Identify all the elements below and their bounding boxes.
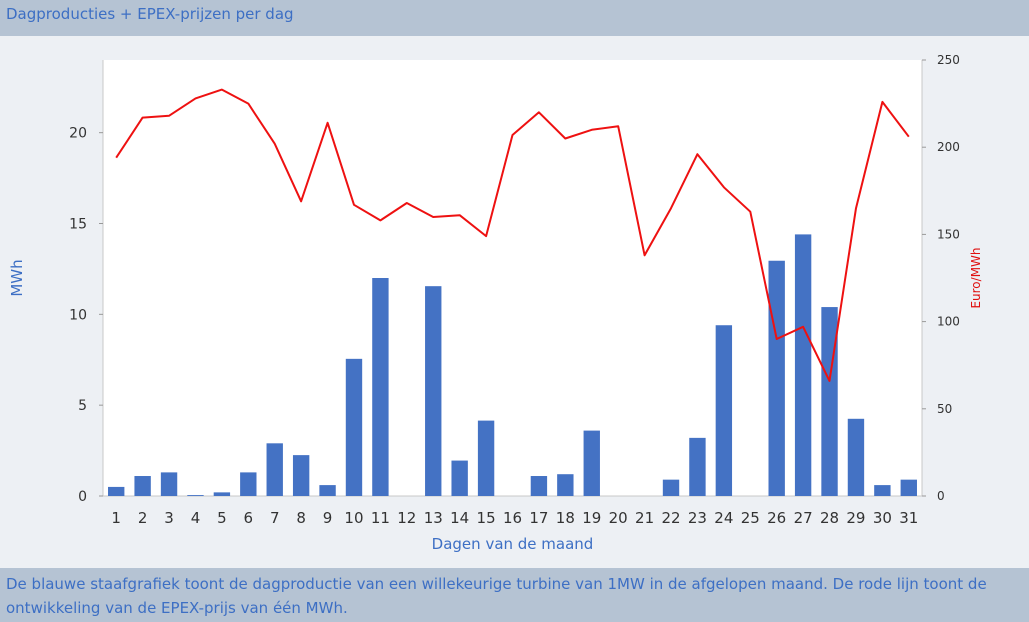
bar-day-29 (847, 418, 865, 496)
x-axis-tick-label: 13 (424, 509, 443, 527)
chart-title: Dagproducties + EPEX-prijzen per dag (6, 5, 294, 23)
chart-description-bar: De blauwe staafgrafiek toont de dagprodu… (0, 568, 1029, 622)
right-axis-tick-label: 150 (937, 227, 960, 241)
x-axis-tick-label: 25 (741, 509, 760, 527)
bar-day-14 (451, 460, 468, 496)
x-axis-tick-label: 11 (371, 509, 390, 527)
left-axis-tick-label: 20 (69, 126, 87, 142)
x-axis-tick-label: 28 (820, 509, 839, 527)
chart-description: De blauwe staafgrafiek toont de dagprodu… (6, 575, 987, 617)
x-axis-tick-label: 2 (138, 509, 148, 527)
bar-day-3 (160, 472, 178, 496)
bar-day-18 (557, 474, 574, 496)
bar-day-30 (874, 485, 891, 496)
x-axis-tick-label: 20 (609, 509, 628, 527)
x-axis-tick-label: 12 (397, 509, 416, 527)
x-axis-tick-label: 7 (270, 509, 280, 527)
x-axis-tick-label: 30 (873, 509, 892, 527)
bar-day-5 (213, 492, 231, 496)
right-axis-tick-label: 0 (937, 489, 945, 503)
x-axis-tick-label: 27 (794, 509, 813, 527)
bar-day-11 (372, 278, 389, 496)
bar-day-1 (108, 486, 125, 496)
x-axis-tick-label: 17 (529, 509, 548, 527)
x-axis-tick-label: 3 (164, 509, 174, 527)
x-axis-tick-label: 16 (503, 509, 522, 527)
x-axis-tick-label: 18 (556, 509, 575, 527)
bar-day-10 (345, 358, 363, 496)
left-axis-tick-label: 10 (69, 307, 87, 323)
bar-day-15 (477, 420, 495, 496)
bar-day-4 (187, 495, 204, 496)
x-axis-tick-label: 24 (714, 509, 733, 527)
bar-day-27 (794, 234, 812, 496)
bar-day-8 (292, 455, 310, 496)
left-axis-title: MWh (8, 259, 26, 296)
right-axis-tick-label: 250 (937, 53, 960, 67)
bar-day-24 (715, 325, 733, 496)
x-axis-tick-label: 8 (296, 509, 306, 527)
bar-day-9 (319, 485, 336, 496)
right-axis-title: Euro/MWh (969, 247, 983, 308)
x-axis-tick-label: 5 (217, 509, 227, 527)
bar-day-23 (689, 437, 706, 496)
x-axis-tick-label: 15 (477, 509, 496, 527)
x-axis-tick-label: 22 (661, 509, 680, 527)
x-axis-tick-label: 26 (767, 509, 786, 527)
left-axis-tick-label: 0 (78, 489, 87, 505)
x-axis-tick-label: 9 (323, 509, 333, 527)
bar-day-2 (134, 476, 151, 496)
bar-day-13 (425, 286, 442, 496)
bar-day-26 (768, 260, 785, 496)
bar-day-28 (821, 307, 838, 496)
chart-title-bar: Dagproducties + EPEX-prijzen per dag (0, 0, 1029, 36)
bar-day-6 (240, 472, 257, 496)
bar-day-7 (266, 443, 283, 496)
epex-price-line (115, 88, 910, 382)
right-axis-tick-label: 200 (937, 140, 960, 154)
x-axis-tick-label: 29 (846, 509, 865, 527)
x-axis-tick-label: 1 (111, 509, 121, 527)
x-axis-title: Dagen van de maand (432, 535, 594, 553)
chart-area: 0 5 10 15 20 0 50 100 150 200 250 1 2 3 4 5 6 7 8 9 10 11 12 13… (0, 36, 1029, 568)
bar-day-19 (583, 430, 600, 496)
x-axis-tick-label: 6 (244, 509, 254, 527)
left-axis-tick-label: 5 (78, 398, 87, 414)
plot-background (103, 60, 922, 496)
bar-day-17 (530, 476, 548, 496)
x-axis-tick-label: 21 (635, 509, 654, 527)
x-axis-tick-label: 19 (582, 509, 601, 527)
x-axis-tick-label: 10 (344, 509, 363, 527)
x-axis-tick-label: 31 (899, 509, 918, 527)
bar-day-31 (900, 479, 917, 496)
right-axis-tick-label: 50 (937, 402, 952, 416)
x-axis-tick-label: 4 (191, 509, 201, 527)
left-axis-tick-label: 15 (69, 217, 87, 233)
x-axis-tick-label: 23 (688, 509, 707, 527)
right-axis-tick-label: 100 (937, 315, 960, 329)
x-axis-tick-label: 14 (450, 509, 469, 527)
bar-day-22 (662, 479, 680, 496)
